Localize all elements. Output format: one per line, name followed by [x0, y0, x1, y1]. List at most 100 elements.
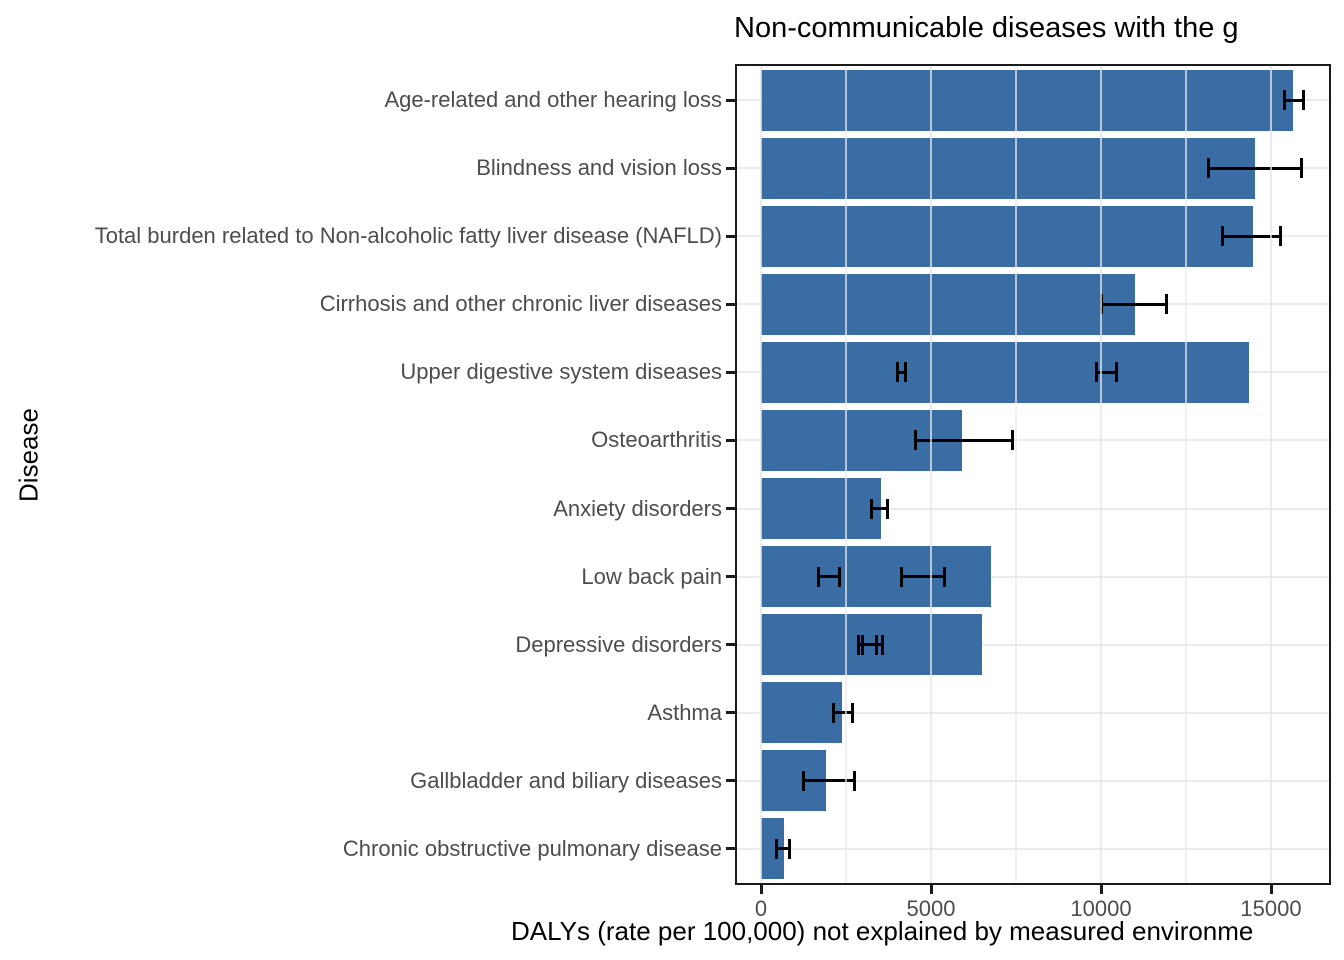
error-bar-cap	[1283, 90, 1287, 111]
error-bar-cap	[831, 702, 835, 723]
bar-7	[761, 478, 882, 540]
category-label: Age-related and other hearing loss	[384, 87, 722, 113]
error-bar-line	[1284, 98, 1304, 102]
error-bar-cap	[1220, 226, 1224, 247]
error-bar-cap	[1278, 226, 1282, 247]
error-bar-cap	[1095, 362, 1099, 383]
error-bar-cap	[1300, 158, 1304, 179]
error-bar-cap	[852, 770, 856, 791]
y-tick-mark	[726, 302, 735, 306]
error-bar-cap	[838, 566, 842, 587]
x-tick-label: 10000	[1070, 896, 1132, 921]
y-tick-mark	[726, 234, 735, 238]
bar-10	[761, 682, 842, 744]
plot-panel	[735, 64, 1331, 885]
error-bar-line	[833, 711, 853, 715]
gridline-horizontal	[737, 507, 1329, 510]
gridline-vertical-major	[1270, 66, 1272, 883]
error-bar-line	[915, 438, 1013, 442]
y-tick-mark	[726, 847, 735, 851]
error-bar-cap	[880, 634, 884, 655]
error-bar-cap	[869, 498, 873, 519]
error-bar-cap	[802, 770, 806, 791]
gridline-horizontal	[737, 711, 1329, 714]
error-bar-cap	[775, 838, 779, 859]
error-bar-cap	[788, 838, 792, 859]
error-bar-line	[803, 779, 855, 783]
y-tick-mark	[726, 575, 735, 579]
bar-8	[761, 546, 991, 608]
error-bar-cap	[914, 430, 918, 451]
gridline-horizontal	[737, 847, 1329, 850]
error-bar-line	[897, 370, 906, 374]
gridline-vertical-minor	[1185, 66, 1187, 883]
error-bar-line	[862, 643, 883, 647]
gridline-vertical-major	[930, 66, 932, 883]
bar-5	[761, 341, 1249, 403]
error-bar-line	[1096, 370, 1117, 374]
category-label: Anxiety disorders	[553, 495, 722, 521]
y-tick-mark	[726, 166, 735, 170]
category-label: Blindness and vision loss	[476, 155, 722, 181]
y-tick-mark	[726, 507, 735, 511]
error-bar-cap	[850, 702, 854, 723]
y-tick-mark	[726, 711, 735, 715]
x-tick-mark	[929, 885, 933, 894]
y-tick-mark	[726, 370, 735, 374]
error-bar-line	[818, 575, 840, 579]
gridline-horizontal	[737, 575, 1329, 578]
gridline-horizontal	[737, 643, 1329, 646]
error-bar-cap	[1302, 90, 1306, 111]
gridline-horizontal	[737, 439, 1329, 442]
x-tick-label: 5000	[906, 896, 956, 921]
gridline-vertical-major	[1100, 66, 1102, 883]
error-bar-cap	[816, 566, 820, 587]
y-axis-title: Disease	[13, 408, 44, 502]
y-tick-mark	[726, 779, 735, 783]
bar-12	[761, 818, 785, 880]
category-label: Cirrhosis and other chronic liver diseas…	[319, 291, 722, 317]
x-tick-label: 15000	[1240, 896, 1302, 921]
chart-title: Non-communicable diseases with the g	[734, 12, 1239, 44]
category-label: Gallbladder and biliary diseases	[410, 767, 722, 793]
error-bar-line	[1208, 166, 1302, 170]
category-label: Low back pain	[581, 563, 722, 589]
error-bar-cap	[1011, 430, 1015, 451]
gridline-horizontal	[737, 779, 1329, 782]
category-label: Asthma	[647, 699, 722, 725]
category-label: Osteoarthritis	[591, 427, 722, 453]
y-tick-mark	[726, 438, 735, 442]
error-bar-cap	[899, 566, 903, 587]
x-tick-label: 0	[754, 896, 768, 921]
x-tick-mark	[1269, 885, 1273, 894]
error-bar-line	[776, 847, 790, 851]
category-label: Upper digestive system diseases	[400, 359, 722, 385]
error-bar-cap	[895, 362, 899, 383]
gridline-vertical-major	[760, 66, 762, 883]
error-bar-cap	[1115, 362, 1119, 383]
error-bar-cap	[1206, 158, 1210, 179]
gridline-vertical-minor	[1015, 66, 1017, 883]
y-tick-mark	[726, 643, 735, 647]
bar-3	[761, 205, 1253, 267]
category-label: Chronic obstructive pulmonary disease	[342, 835, 722, 861]
error-bar-cap	[943, 566, 947, 587]
x-tick-mark	[1099, 885, 1103, 894]
gridline-vertical-minor	[845, 66, 847, 883]
bar-4	[761, 273, 1135, 335]
error-bar-line	[1101, 302, 1167, 306]
x-tick-mark	[759, 885, 763, 894]
error-bar-line	[1222, 234, 1281, 238]
bar-2	[761, 137, 1256, 199]
category-label: Depressive disorders	[515, 631, 722, 657]
error-bar-cap	[860, 634, 864, 655]
category-label: Total burden related to Non-alcoholic fa…	[94, 223, 722, 249]
error-bar-line	[901, 575, 945, 579]
error-bar-cap	[885, 498, 889, 519]
y-tick-mark	[726, 98, 735, 102]
error-bar-cap	[1165, 294, 1169, 315]
error-bar-cap	[903, 362, 907, 383]
bar-1	[761, 69, 1294, 131]
error-bar-cap	[857, 634, 861, 655]
